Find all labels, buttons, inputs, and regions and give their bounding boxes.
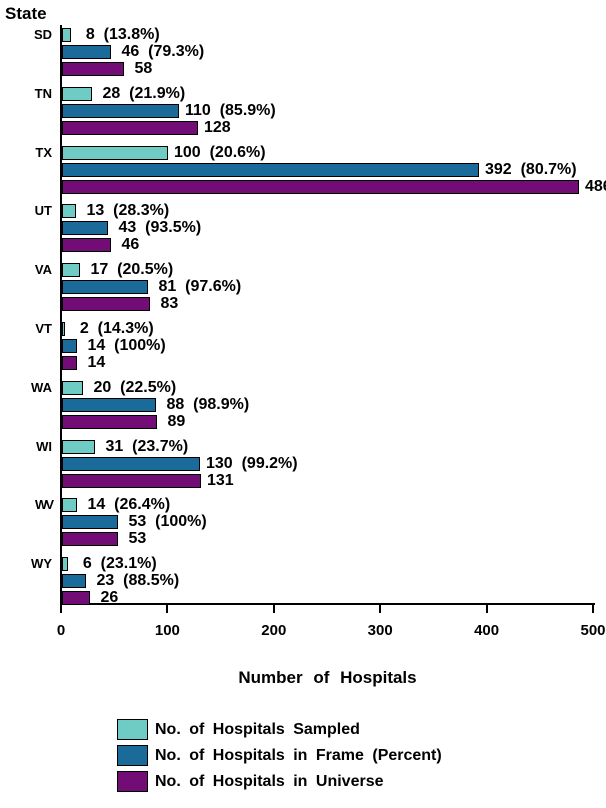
bar	[62, 498, 77, 513]
bar-value-label: 130 (99.2%)	[206, 454, 298, 472]
x-axis-tick-label: 200	[261, 622, 287, 639]
category-label: WI	[36, 438, 52, 454]
bar-value-label: 46 (79.3%)	[117, 43, 205, 60]
bar-value-label: 486	[585, 177, 606, 195]
bar	[62, 179, 579, 194]
legend-label-frame: No. of Hospitals in Frame (Percent)	[155, 746, 442, 764]
bar	[62, 515, 118, 530]
bar	[62, 120, 198, 135]
bar-value-label: 13 (28.3%)	[82, 202, 170, 220]
category-label: TX	[35, 144, 52, 160]
legend-swatch-universe	[117, 771, 148, 792]
bar-value-label: 17 (20.5%)	[86, 261, 174, 279]
bar	[62, 397, 156, 412]
bar-value-label: 14 (26.4%)	[83, 496, 171, 514]
bar-value-label: 46	[117, 236, 140, 254]
bar	[62, 86, 92, 101]
legend-swatch-frame	[117, 745, 148, 766]
bar-value-label: 83	[156, 295, 179, 313]
legend: No. of Hospitals Sampled No. of Hospital…	[117, 719, 442, 797]
bar-value-label: 31 (23.7%)	[101, 437, 189, 455]
bar-value-label: 89	[163, 412, 186, 430]
x-axis-tick	[60, 604, 62, 613]
x-axis-tick-label: 400	[474, 622, 500, 639]
x-axis-title: Number of Hospitals	[238, 668, 417, 687]
bar-value-label: 88 (98.9%)	[162, 395, 250, 413]
bar	[62, 263, 80, 278]
bar	[62, 356, 77, 370]
bar	[62, 62, 124, 76]
bar-value-label: 2 (14.3%)	[71, 320, 154, 337]
category-label: WY	[31, 556, 52, 572]
y-axis-title: State	[5, 4, 47, 23]
legend-row: No. of Hospitals in Universe	[117, 771, 442, 792]
bar-value-label: 26	[96, 589, 119, 607]
bar	[62, 103, 179, 118]
x-axis-tick-label: 500	[580, 622, 606, 639]
bar-value-label: 81 (97.6%)	[154, 278, 242, 296]
bar-value-label: 23 (88.5%)	[92, 572, 180, 590]
bar-value-label: 392 (80.7%)	[485, 160, 577, 178]
bar	[62, 221, 108, 236]
bar	[62, 204, 76, 219]
bar-value-label: 6 (23.1%)	[74, 555, 157, 573]
bar	[62, 380, 83, 395]
category-label: VA	[34, 262, 52, 278]
bar	[62, 45, 111, 59]
bar	[62, 439, 95, 454]
bar	[62, 28, 71, 42]
bar	[62, 557, 68, 572]
legend-row: No. of Hospitals Sampled	[117, 719, 442, 740]
bar-value-label: 110 (85.9%)	[185, 101, 276, 119]
bar	[62, 473, 201, 488]
legend-label-universe: No. of Hospitals in Universe	[155, 772, 384, 790]
bar	[62, 280, 148, 295]
bar	[62, 322, 65, 336]
bar-value-label: 28 (21.9%)	[98, 84, 186, 102]
x-axis-tick-label: 300	[367, 622, 393, 639]
category-label: SD	[33, 27, 52, 42]
category-label: WV	[35, 497, 54, 513]
bar-value-label: 8 (13.8%)	[77, 26, 160, 43]
bar	[62, 591, 90, 606]
legend-row: No. of Hospitals in Frame (Percent)	[117, 745, 442, 766]
category-label: VT	[35, 321, 52, 336]
category-label: UT	[34, 203, 52, 219]
bar	[62, 339, 77, 353]
bar-value-label: 43 (93.5%)	[114, 219, 202, 237]
bar	[62, 574, 86, 589]
bar	[62, 456, 200, 471]
bar-value-label: 100 (20.6%)	[174, 143, 266, 161]
bar-value-label: 53 (100%)	[124, 513, 207, 531]
bar	[62, 414, 157, 429]
x-axis-tick-label: 100	[154, 622, 180, 639]
x-axis-tick-label: 0	[56, 622, 66, 639]
bar	[62, 162, 479, 177]
bar-value-label: 53	[124, 530, 147, 548]
bar-value-label: 20 (22.5%)	[89, 378, 177, 396]
category-label: WA	[31, 379, 52, 395]
bar-value-label: 128	[204, 118, 231, 136]
bar-value-label: 131	[207, 471, 234, 489]
x-axis-tick	[166, 604, 169, 613]
x-axis-tick	[485, 604, 488, 613]
legend-label-sampled: No. of Hospitals Sampled	[155, 720, 360, 738]
x-axis-tick	[272, 604, 275, 613]
x-axis-tick	[592, 604, 594, 613]
bar	[62, 238, 111, 253]
bar-value-label: 14	[83, 354, 106, 371]
x-axis-tick	[379, 604, 382, 613]
plot-area	[60, 25, 595, 605]
legend-swatch-sampled	[117, 719, 148, 740]
bar	[62, 145, 168, 160]
bar	[62, 532, 118, 547]
bar	[62, 297, 150, 312]
bar-value-label: 14 (100%)	[83, 337, 166, 354]
bar-value-label: 58	[130, 60, 153, 77]
category-label: TN	[34, 85, 52, 101]
